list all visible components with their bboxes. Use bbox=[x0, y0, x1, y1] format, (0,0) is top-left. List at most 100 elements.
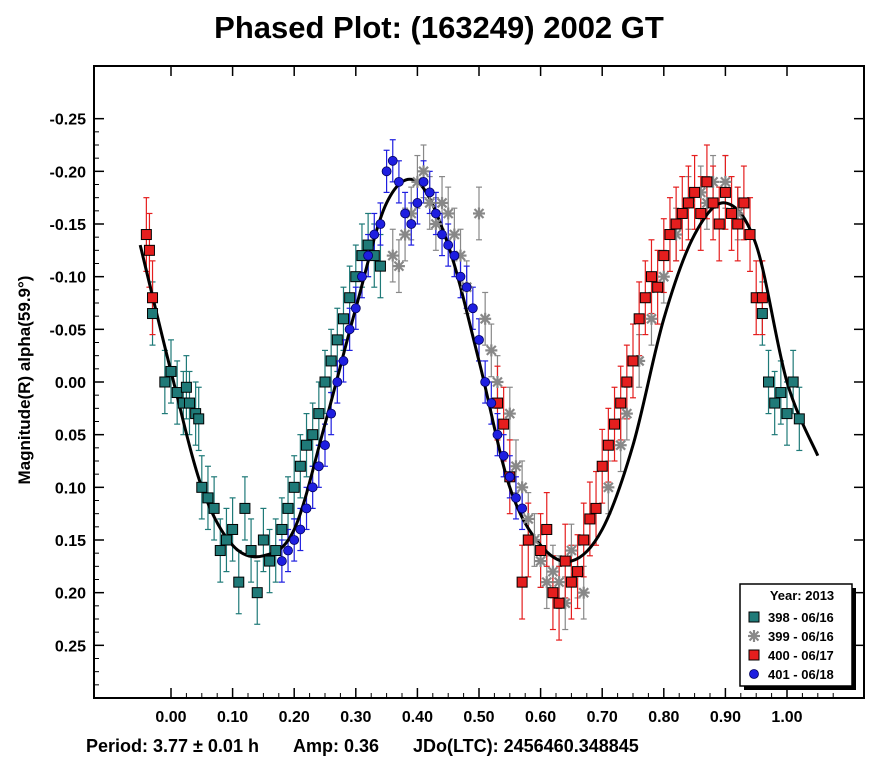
data-point-square bbox=[251, 587, 263, 599]
data-point-circle bbox=[455, 271, 466, 282]
data-point-asterisk bbox=[429, 218, 442, 230]
legend-label: 401 - 06/18 bbox=[768, 667, 834, 682]
data-point-square bbox=[726, 207, 738, 219]
y-tick-label: 0.20 bbox=[55, 586, 86, 603]
data-point-square bbox=[374, 260, 386, 272]
data-points-layer bbox=[140, 155, 805, 610]
data-point-square bbox=[516, 576, 528, 588]
data-point-square bbox=[701, 176, 713, 188]
data-point-square bbox=[541, 523, 553, 535]
data-point-asterisk bbox=[423, 196, 436, 209]
data-point-square bbox=[208, 502, 220, 514]
x-tick-label: 0.00 bbox=[155, 709, 186, 726]
y-tick-label: -0.15 bbox=[50, 217, 87, 234]
data-point-circle bbox=[375, 219, 386, 229]
data-point-square bbox=[695, 207, 707, 219]
data-point-square bbox=[756, 292, 768, 304]
data-point-circle bbox=[474, 334, 484, 345]
data-point-circle bbox=[332, 377, 343, 387]
data-point-circle bbox=[387, 155, 398, 166]
data-point-square bbox=[337, 313, 349, 325]
data-point-square bbox=[738, 197, 750, 209]
data-point-circle bbox=[381, 166, 392, 177]
x-tick-label: 1.00 bbox=[771, 709, 802, 726]
data-point-circle bbox=[467, 303, 478, 314]
data-point-square bbox=[645, 271, 657, 283]
data-point-square bbox=[744, 229, 756, 241]
data-point-circle bbox=[276, 556, 287, 566]
data-point-square bbox=[147, 292, 159, 304]
data-point-square bbox=[565, 576, 577, 588]
legend-label: 400 - 06/17 bbox=[768, 648, 834, 663]
x-tick-label: 0.10 bbox=[217, 709, 248, 726]
data-point-square bbox=[159, 376, 171, 388]
data-point-asterisk bbox=[719, 175, 732, 188]
data-point-square bbox=[288, 481, 300, 493]
data-point-square bbox=[165, 365, 177, 377]
data-point-square bbox=[707, 197, 719, 209]
y-tick-label: -0.05 bbox=[50, 322, 87, 339]
data-point-asterisk bbox=[540, 576, 553, 589]
data-point-circle bbox=[480, 377, 491, 387]
legend-label: 399 - 06/16 bbox=[768, 629, 834, 644]
x-tick-label: 0.70 bbox=[587, 709, 618, 726]
data-point-asterisk bbox=[448, 228, 461, 241]
data-point-square bbox=[193, 413, 205, 425]
data-point-circle bbox=[394, 176, 404, 187]
data-point-square bbox=[578, 534, 590, 546]
data-point-square bbox=[214, 545, 226, 557]
data-point-square bbox=[670, 218, 682, 230]
data-point-square bbox=[775, 387, 787, 399]
data-point-asterisk bbox=[516, 481, 529, 494]
data-point-square bbox=[245, 545, 257, 557]
data-point-asterisk bbox=[503, 407, 516, 420]
data-point-square bbox=[590, 502, 602, 514]
jdo-label: JDo(LTC): 2456460.348845 bbox=[412, 736, 639, 756]
data-point-circle bbox=[486, 398, 497, 408]
data-point-asterisk bbox=[442, 207, 455, 220]
legend: Year: 2013 398 - 06/16 399 - 06/16 400 - 06… bbox=[739, 583, 856, 690]
legend-marker bbox=[748, 649, 760, 661]
data-point-circle bbox=[338, 356, 349, 366]
data-point-square bbox=[615, 397, 627, 409]
data-point-circle bbox=[350, 303, 361, 314]
data-point-square bbox=[769, 397, 781, 409]
data-point-circle bbox=[301, 503, 312, 514]
legend-label: 398 - 06/16 bbox=[768, 610, 834, 625]
data-point-square bbox=[264, 555, 276, 567]
legend-marker bbox=[748, 630, 760, 642]
y-tick-label: 0.10 bbox=[55, 480, 86, 497]
data-point-asterisk bbox=[399, 228, 412, 241]
data-point-square bbox=[633, 313, 645, 325]
data-point-square bbox=[602, 439, 614, 451]
y-tick-label: -0.10 bbox=[50, 270, 87, 287]
data-point-circle bbox=[289, 535, 300, 545]
data-point-circle bbox=[313, 461, 324, 472]
y-tick-label: -0.25 bbox=[50, 112, 87, 129]
data-point-square bbox=[196, 481, 208, 493]
data-point-asterisk bbox=[577, 586, 590, 599]
data-point-square bbox=[639, 292, 651, 304]
y-tick-label: 0.05 bbox=[55, 428, 86, 445]
data-point-square bbox=[233, 576, 245, 588]
data-point-circle bbox=[511, 492, 521, 503]
y-tick-label: 0.15 bbox=[55, 533, 86, 550]
x-tick-label: 0.90 bbox=[710, 709, 741, 726]
data-point-circle bbox=[492, 429, 503, 440]
data-point-square bbox=[180, 381, 192, 393]
data-point-square bbox=[763, 376, 775, 388]
data-point-square bbox=[689, 186, 701, 198]
data-point-asterisk bbox=[386, 249, 399, 262]
x-tick-label: 0.40 bbox=[402, 709, 433, 726]
data-point-square bbox=[294, 460, 306, 472]
data-point-square bbox=[522, 534, 534, 546]
data-point-square bbox=[658, 250, 670, 262]
y-axis-label: Magnitude(R) alpha(59.9°) bbox=[15, 276, 34, 485]
data-point-square bbox=[313, 408, 325, 420]
data-point-square bbox=[682, 197, 694, 209]
data-point-square bbox=[732, 218, 744, 230]
data-point-circle bbox=[283, 545, 293, 556]
data-point-square bbox=[227, 523, 239, 535]
data-point-square bbox=[143, 244, 155, 256]
